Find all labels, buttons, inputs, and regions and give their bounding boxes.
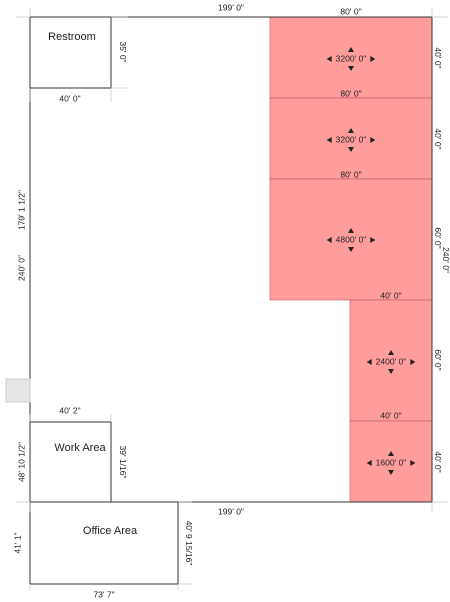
space[interactable] — [349, 299, 433, 422]
direction-arrow — [366, 460, 372, 466]
room-label: Office Area — [83, 525, 138, 537]
direction-arrow — [348, 147, 354, 152]
dimension: 35' 0" — [118, 41, 128, 62]
direction-arrow — [388, 369, 394, 374]
direction-arrow — [348, 47, 354, 52]
dimension: 40' 0" — [433, 128, 443, 149]
dimension: 179' 1 1/2" — [16, 190, 26, 230]
extension-lines — [16, 8, 448, 590]
room-outline — [29, 501, 179, 585]
space-area: 3200' 0" — [336, 134, 367, 144]
direction-arrow — [326, 56, 332, 62]
dimension: 240' 0" — [16, 255, 26, 281]
direction-arrow — [410, 460, 416, 466]
door — [5, 378, 31, 403]
space-area: 1600' 0" — [376, 457, 407, 467]
space-area: 2400' 0" — [376, 356, 407, 366]
room-label: Restroom — [48, 31, 96, 43]
room-outline — [29, 421, 112, 503]
dimension: 41' 1" — [12, 532, 22, 553]
direction-arrow — [348, 66, 354, 71]
dimension: 39' 1/16" — [118, 446, 128, 479]
space-area: 4800' 0" — [336, 234, 367, 244]
direction-arrow — [388, 350, 394, 355]
space[interactable] — [269, 178, 433, 301]
dimension: 240' 0" — [441, 247, 450, 273]
space[interactable] — [269, 97, 433, 180]
room-label: Work Area — [54, 442, 106, 454]
dimension: 40' 2" — [59, 405, 80, 415]
direction-arrow — [348, 228, 354, 233]
dimension: 40' 0" — [380, 410, 401, 420]
dimension: 80' 0" — [340, 6, 361, 16]
dimension: 40' 0" — [433, 47, 443, 68]
dimension: 73' 7" — [93, 589, 114, 599]
space[interactable] — [349, 420, 433, 503]
direction-arrow — [366, 359, 372, 365]
dimension: 40' 0" — [59, 93, 80, 103]
direction-arrow — [326, 237, 332, 243]
dimension: 40' 9 15/16" — [184, 521, 194, 566]
direction-arrow — [370, 237, 376, 243]
space[interactable] — [269, 16, 433, 99]
dimension: 199' 0" — [218, 506, 244, 516]
space-area: 3200' 0" — [336, 53, 367, 63]
dimension: 60' 0" — [433, 349, 443, 370]
dimension: 40' 0" — [380, 290, 401, 300]
direction-arrow — [410, 359, 416, 365]
direction-arrow — [348, 128, 354, 133]
direction-arrow — [370, 137, 376, 143]
room-outline — [29, 16, 112, 89]
dimension: 48' 10 1/2" — [16, 442, 26, 482]
direction-arrow — [388, 470, 394, 475]
dimension: 80' 0" — [340, 88, 361, 98]
dimension: 60' 0" — [433, 227, 443, 248]
direction-arrow — [388, 451, 394, 456]
direction-arrow — [348, 247, 354, 252]
dimension: 199' 0" — [218, 2, 244, 12]
direction-arrow — [326, 137, 332, 143]
direction-arrow — [370, 56, 376, 62]
dimension: 40' 0" — [433, 451, 443, 472]
building-outline — [29, 16, 433, 503]
dimension: 80' 0" — [340, 169, 361, 179]
